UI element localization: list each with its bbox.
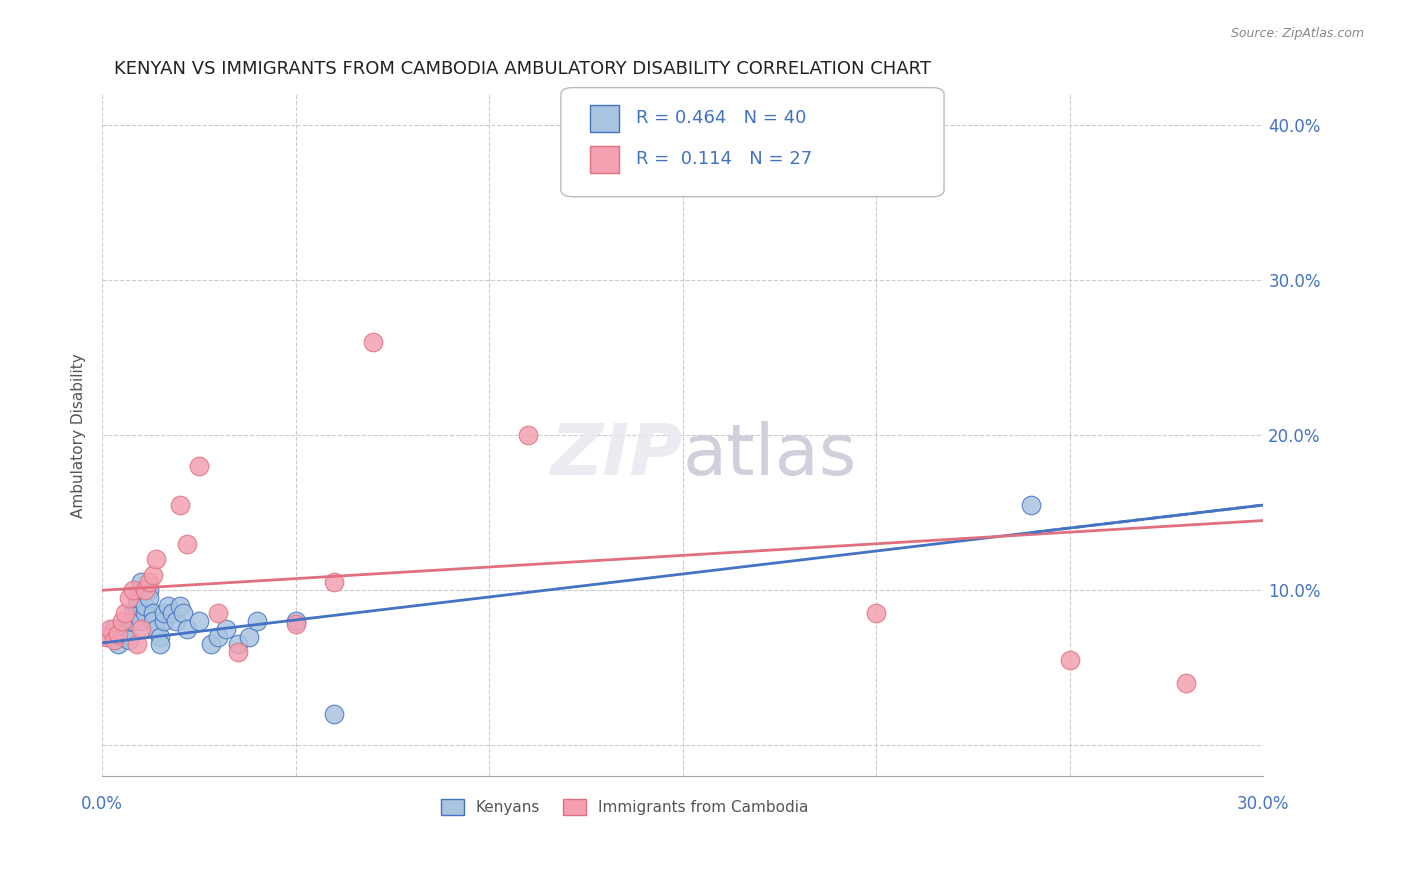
Text: Source: ZipAtlas.com: Source: ZipAtlas.com [1230, 27, 1364, 40]
FancyBboxPatch shape [561, 87, 943, 197]
Immigrants from Cambodia [125, 638, 148, 652]
Kenyans [226, 638, 249, 652]
Kenyans [138, 583, 160, 598]
Bar [591, 145, 619, 173]
Kenyans [165, 614, 187, 628]
Kenyans [238, 630, 260, 644]
Kenyans [156, 599, 179, 613]
Kenyans [129, 583, 152, 598]
Legend: Kenyans, Immigrants from Cambodia: Kenyans, Immigrants from Cambodia [433, 792, 817, 823]
Kenyans [125, 599, 148, 613]
Immigrants from Cambodia [134, 583, 156, 598]
Kenyans [188, 614, 211, 628]
Kenyans [141, 614, 163, 628]
Kenyans [149, 630, 172, 644]
Text: 0.0%: 0.0% [82, 795, 124, 813]
Immigrants from Cambodia [361, 335, 384, 350]
Text: KENYAN VS IMMIGRANTS FROM CAMBODIA AMBULATORY DISABILITY CORRELATION CHART: KENYAN VS IMMIGRANTS FROM CAMBODIA AMBUL… [114, 60, 931, 78]
Kenyans [134, 599, 156, 613]
Kenyans [246, 614, 269, 628]
Text: atlas: atlas [683, 421, 858, 491]
Immigrants from Cambodia [169, 498, 191, 512]
Immigrants from Cambodia [672, 165, 695, 179]
Kenyans [129, 575, 152, 590]
Immigrants from Cambodia [103, 632, 125, 647]
Immigrants from Cambodia [188, 459, 211, 474]
Immigrants from Cambodia [226, 645, 249, 659]
Kenyans [153, 607, 176, 621]
Kenyans [138, 591, 160, 605]
Kenyans [153, 614, 176, 628]
Immigrants from Cambodia [284, 617, 307, 632]
Immigrants from Cambodia [122, 583, 145, 598]
Text: ZIP: ZIP [551, 421, 683, 491]
Kenyans [129, 614, 152, 628]
Kenyans [103, 622, 125, 636]
Immigrants from Cambodia [98, 622, 121, 636]
Kenyans [323, 707, 346, 722]
Immigrants from Cambodia [145, 552, 167, 566]
Immigrants from Cambodia [1059, 653, 1081, 667]
Immigrants from Cambodia [118, 591, 141, 605]
Immigrants from Cambodia [1174, 676, 1197, 690]
Kenyans [176, 622, 198, 636]
Kenyans [122, 607, 145, 621]
Immigrants from Cambodia [517, 428, 540, 442]
Immigrants from Cambodia [138, 575, 160, 590]
Kenyans [114, 626, 136, 640]
Text: 30.0%: 30.0% [1237, 795, 1289, 813]
Kenyans [145, 622, 167, 636]
Immigrants from Cambodia [114, 607, 136, 621]
Text: R =  0.114   N = 27: R = 0.114 N = 27 [637, 150, 813, 169]
Kenyans [110, 630, 132, 644]
Kenyans [173, 607, 195, 621]
Kenyans [1019, 498, 1042, 512]
Immigrants from Cambodia [107, 626, 129, 640]
Kenyans [134, 607, 156, 621]
Kenyans [98, 630, 121, 644]
Kenyans [284, 614, 307, 628]
Kenyans [200, 638, 222, 652]
Immigrants from Cambodia [141, 567, 163, 582]
Kenyans [149, 638, 172, 652]
Y-axis label: Ambulatory Disability: Ambulatory Disability [72, 353, 86, 517]
Text: R = 0.464   N = 40: R = 0.464 N = 40 [637, 110, 807, 128]
Kenyans [118, 632, 141, 647]
Kenyans [125, 591, 148, 605]
Kenyans [215, 622, 238, 636]
Kenyans [122, 614, 145, 628]
Immigrants from Cambodia [110, 614, 132, 628]
Kenyans [207, 630, 229, 644]
Immigrants from Cambodia [207, 607, 229, 621]
Immigrants from Cambodia [323, 575, 346, 590]
Kenyans [160, 607, 183, 621]
Immigrants from Cambodia [94, 630, 117, 644]
Immigrants from Cambodia [865, 607, 887, 621]
Kenyans [107, 638, 129, 652]
Bar [591, 104, 619, 132]
Kenyans [169, 599, 191, 613]
Kenyans [141, 607, 163, 621]
Immigrants from Cambodia [176, 537, 198, 551]
Immigrants from Cambodia [129, 622, 152, 636]
